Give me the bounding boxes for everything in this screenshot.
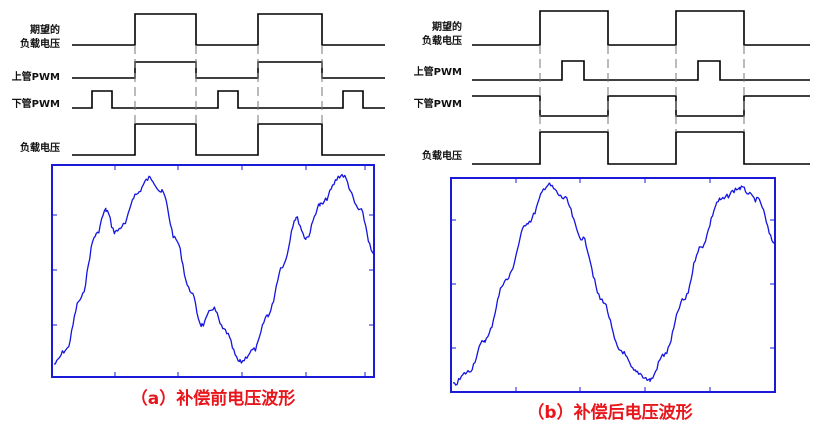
desired-voltage-signal [72, 13, 385, 46]
label-desired-line1: 期望的 [432, 20, 462, 33]
caption-b: （b）补偿后电压波形 [527, 402, 692, 423]
waveform-after-compensation [452, 182, 775, 386]
waveform-before-compensation [53, 173, 375, 365]
load-voltage-signal [72, 123, 385, 156]
upper-pwm-signal [72, 61, 385, 79]
label-upper-pwm: 上管PWM [414, 65, 462, 78]
upper-pwm-signal [472, 60, 810, 81]
label-lower-pwm: 下管PWM [12, 97, 60, 110]
panel-b: 期望的 负载电压 上管PWM 下管PWM 负载电压 [414, 10, 810, 423]
panel-a: 期望的 负载电压 上管PWM 下管PWM 负载电压 [12, 13, 385, 409]
label-load-voltage: 负载电压 [20, 141, 60, 154]
label-upper-pwm: 上管PWM [12, 70, 60, 83]
label-desired-line2: 负载电压 [422, 34, 462, 47]
plot-ticks [52, 165, 374, 377]
load-voltage-signal [472, 131, 810, 165]
timing-dashes [539, 45, 745, 132]
lower-pwm-signal [72, 90, 385, 109]
lower-pwm-signal [472, 95, 810, 117]
caption-a: （a）补偿前电压波形 [131, 388, 295, 409]
timing-dashes [134, 45, 323, 124]
waveform-plot-frame [51, 164, 375, 378]
label-desired-line2: 负载电压 [20, 37, 60, 50]
plot-ticks [451, 178, 775, 392]
label-load-voltage: 负载电压 [422, 149, 462, 162]
desired-voltage-signal [472, 10, 810, 46]
label-desired-line1: 期望的 [30, 23, 60, 36]
waveform-plot-frame [450, 177, 776, 393]
label-lower-pwm: 下管PWM [414, 97, 462, 110]
